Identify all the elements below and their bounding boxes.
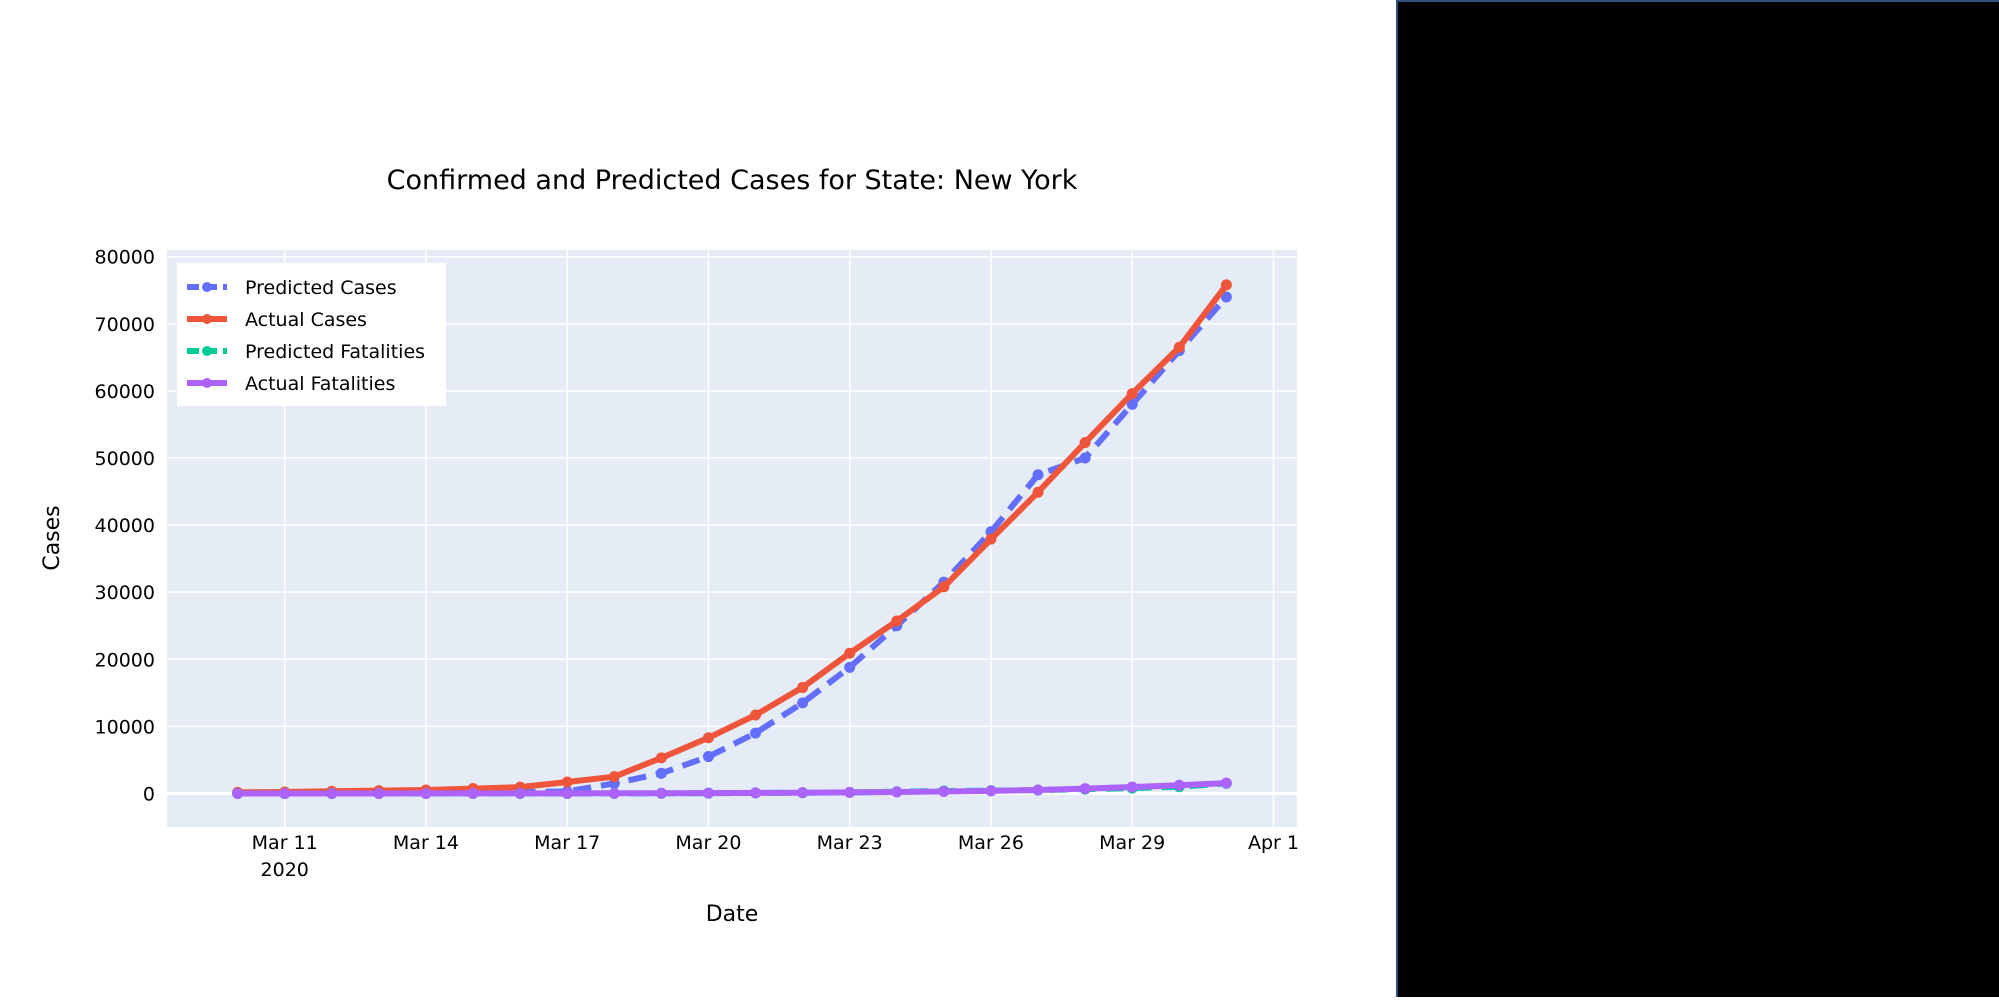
legend-item: Predicted Fatalities bbox=[187, 341, 425, 363]
data-point bbox=[608, 787, 620, 799]
legend-item: Actual Cases bbox=[187, 309, 367, 331]
x-tick-label: Mar 23 bbox=[817, 832, 883, 854]
legend-item: Actual Fatalities bbox=[187, 373, 395, 395]
data-point bbox=[891, 786, 903, 798]
y-tick-label: 40000 bbox=[95, 515, 155, 537]
x-tick-label: Mar 29 bbox=[1099, 832, 1165, 854]
legend-label: Predicted Fatalities bbox=[245, 341, 425, 363]
data-point bbox=[655, 752, 667, 764]
x-tick-label: Mar 11 bbox=[252, 832, 318, 854]
series-layer bbox=[232, 279, 1232, 799]
data-point bbox=[467, 787, 479, 799]
legend-swatch-marker bbox=[202, 378, 212, 388]
y-tick-label: 30000 bbox=[95, 582, 155, 604]
x-tick-label: Mar 26 bbox=[958, 832, 1024, 854]
legend-swatch-marker bbox=[202, 282, 212, 292]
data-point bbox=[797, 697, 809, 709]
x-axis-label: Date bbox=[706, 902, 759, 927]
data-point bbox=[750, 787, 762, 799]
data-point bbox=[608, 771, 620, 783]
data-point bbox=[232, 787, 244, 799]
x-tick-label: Apr 1 bbox=[1248, 832, 1299, 854]
data-point bbox=[702, 787, 714, 799]
data-point bbox=[655, 767, 667, 779]
data-point bbox=[1079, 452, 1091, 464]
x-tick-sublabel: 2020 bbox=[261, 859, 309, 881]
legend: Predicted Cases Actual Cases Predicted Fat… bbox=[177, 263, 446, 406]
data-point bbox=[1220, 279, 1232, 291]
legend-label: Actual Cases bbox=[245, 309, 367, 331]
data-point bbox=[702, 751, 714, 763]
data-point bbox=[938, 581, 950, 593]
data-point bbox=[1173, 779, 1185, 791]
y-tick-label: 20000 bbox=[95, 649, 155, 671]
data-point bbox=[702, 732, 714, 744]
y-tick-label: 0 bbox=[143, 783, 155, 805]
data-point bbox=[797, 681, 809, 693]
series-actual-fatalities bbox=[232, 777, 1232, 799]
data-point bbox=[655, 787, 667, 799]
x-tick-label: Mar 17 bbox=[534, 832, 600, 854]
data-point bbox=[985, 533, 997, 545]
data-point bbox=[514, 787, 526, 799]
data-point bbox=[891, 615, 903, 627]
data-point bbox=[373, 787, 385, 799]
data-point bbox=[938, 786, 950, 798]
y-tick-label: 50000 bbox=[95, 448, 155, 470]
data-point bbox=[1126, 388, 1138, 400]
y-tick-label: 70000 bbox=[95, 314, 155, 336]
tick-layer: 0 10000 20000 30000 40000 50000 60000 70000 8000… bbox=[95, 247, 1299, 881]
data-point bbox=[1220, 291, 1232, 303]
data-point bbox=[1079, 437, 1091, 449]
data-point bbox=[326, 787, 338, 799]
chart-area: Confirmed and Predicted Cases for State:… bbox=[40, 165, 1299, 927]
x-tick-label: Mar 14 bbox=[393, 832, 459, 854]
y-tick-label: 60000 bbox=[95, 381, 155, 403]
data-point bbox=[1126, 398, 1138, 410]
data-point bbox=[1032, 784, 1044, 796]
y-tick-label: 10000 bbox=[95, 716, 155, 738]
y-axis-label: Cases bbox=[40, 505, 65, 570]
data-point bbox=[844, 647, 856, 659]
data-point bbox=[844, 661, 856, 673]
y-tick-label: 80000 bbox=[95, 247, 155, 269]
data-point bbox=[750, 727, 762, 739]
data-point bbox=[1032, 486, 1044, 498]
series-line bbox=[237, 283, 1229, 796]
legend-swatch-marker bbox=[202, 314, 212, 324]
data-point bbox=[561, 776, 573, 788]
data-point bbox=[844, 786, 856, 798]
legend-item: Predicted Cases bbox=[187, 277, 397, 299]
series-line bbox=[237, 780, 1227, 797]
x-tick-label: Mar 20 bbox=[675, 832, 741, 854]
data-point bbox=[985, 785, 997, 797]
data-point bbox=[420, 787, 432, 799]
chart-svg: Confirmed and Predicted Cases for State:… bbox=[40, 165, 1299, 927]
dark-side-panel bbox=[1396, 0, 1999, 997]
data-point bbox=[1079, 783, 1091, 795]
data-point bbox=[561, 787, 573, 799]
data-point bbox=[1126, 781, 1138, 793]
legend-swatch-marker bbox=[202, 346, 212, 356]
data-point bbox=[1220, 777, 1232, 789]
data-point bbox=[750, 709, 762, 721]
legend-label: Predicted Cases bbox=[245, 277, 397, 299]
data-point bbox=[797, 787, 809, 799]
legend-label: Actual Fatalities bbox=[245, 373, 395, 395]
data-point bbox=[1032, 469, 1044, 481]
data-point bbox=[279, 787, 291, 799]
data-point bbox=[1173, 341, 1185, 353]
chart-title: Confirmed and Predicted Cases for State:… bbox=[387, 165, 1078, 196]
